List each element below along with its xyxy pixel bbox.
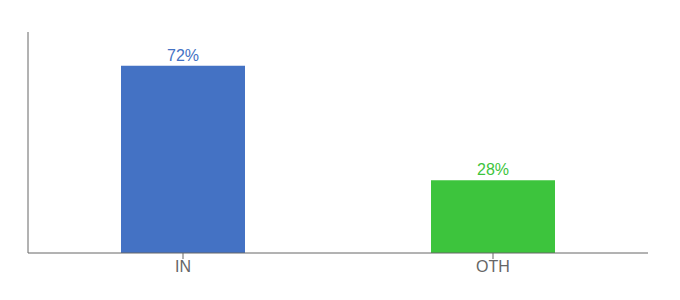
- svg-text:IN: IN: [175, 258, 191, 275]
- svg-text:28%: 28%: [477, 161, 509, 178]
- svg-text:OTH: OTH: [476, 258, 510, 275]
- svg-text:72%: 72%: [167, 47, 199, 64]
